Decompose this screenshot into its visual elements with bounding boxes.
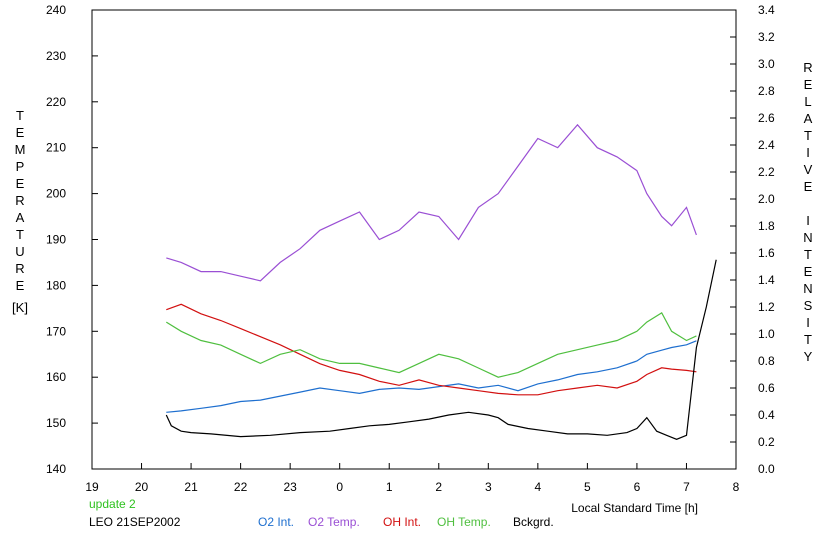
x-tick-label: 8 [733,480,740,494]
right-tick-label: 1.8 [758,219,775,233]
series-lines [165,123,717,440]
series-line-o2-int [166,340,697,413]
right-tick-label: 3.0 [758,57,775,71]
left-tick-label: 160 [46,370,66,384]
axis-label-letter: A [804,111,813,126]
left-tick-label: 230 [46,49,66,63]
x-tick-label: 5 [584,480,591,494]
right-tick-label: 0.6 [758,381,775,395]
update-label: update 2 [89,497,136,511]
left-tick-label: 170 [46,324,66,338]
right-tick-label: 2.4 [758,138,775,152]
right-tick-label: 2.8 [758,84,775,98]
axis-label-letter: M [15,142,26,157]
right-tick-label: 1.4 [758,273,775,287]
right-tick-label: 0.0 [758,462,775,476]
axis-label-letter: I [806,315,810,330]
axis-label-letter: E [16,278,25,293]
right-tick-label: 0.8 [758,354,775,368]
left-tick-label: 210 [46,141,66,155]
axis-label-letter: I [806,145,810,160]
x-axis-label: Local Standard Time [h] [571,501,698,515]
site-date-label: LEO 21SEP2002 [89,515,181,529]
right-tick-label: 0.2 [758,435,775,449]
axis-label-letter: S [804,298,813,313]
axis-label-letter: T [804,247,812,262]
axis-label-letter: E [804,179,813,194]
right-tick-label: 0.4 [758,408,775,422]
axis-label-letter: P [16,159,25,174]
axis-label-letter: T [804,128,812,143]
series-line-o2-temp [166,123,697,282]
axis-label-letter: T [16,108,24,123]
right-tick-label: 1.2 [758,300,775,314]
axis-label-letter: E [16,125,25,140]
axis-label-letter: V [804,162,813,177]
series-line-bckgrd [165,259,717,440]
left-tick-label: 220 [46,95,66,109]
legend-oh-temp: OH Temp. [437,515,491,529]
left-tick-label: 190 [46,233,66,247]
left-tick-label: 150 [46,416,66,430]
axis-label-letter: L [804,94,811,109]
axis-label-letter: Y [804,349,813,364]
axis-label-letter: E [804,77,813,92]
x-tick-label: 1 [386,480,393,494]
right-tick-label: 2.6 [758,111,775,125]
axis-label-letter: E [804,264,813,279]
right-tick-label: 3.2 [758,30,775,44]
x-tick-label: 23 [283,480,297,494]
left-axis-unit: [K] [12,300,28,315]
plot-area [91,9,737,470]
axis-label-letter: I [806,213,810,228]
axis-label-letter: R [803,60,812,75]
x-tick-label: 22 [234,480,248,494]
axis-label-letter: N [803,230,812,245]
x-tick-label: 6 [634,480,641,494]
legend-o2-temp: O2 Temp. [308,515,360,529]
x-tick-label: 4 [535,480,542,494]
legend-oh-int: OH Int. [383,515,422,529]
axis-label-letter: R [15,261,24,276]
right-axis-ticks: 0.0 0.2 0.4 0.6 0.8 1.0 1.2 1.4 1.6 1.8 2.0 2.2 2.4 2… [730,3,775,476]
axis-label-letter: A [16,210,25,225]
x-tick-label: 21 [184,480,198,494]
right-tick-label: 2.0 [758,192,775,206]
axis-label-letter: N [803,281,812,296]
axis-label-letter: E [16,176,25,191]
axis-label-letter: R [15,193,24,208]
x-axis-ticks: 19 20 21 22 23 0 1 2 3 4 5 6 7 8 [85,463,740,494]
x-tick-label: 20 [135,480,149,494]
axis-label-letter: T [804,332,812,347]
x-tick-label: 7 [683,480,690,494]
x-tick-label: 3 [485,480,492,494]
x-tick-label: 19 [85,480,99,494]
series-line-oh-temp [165,312,697,378]
left-tick-label: 240 [46,3,66,17]
legend-o2-int: O2 Int. [258,515,295,529]
left-tick-label: 200 [46,187,66,201]
series-line-oh-int [166,303,697,396]
legend-bckgrd: Bckgrd. [513,515,554,529]
left-tick-label: 180 [46,278,66,292]
right-tick-label: 2.2 [758,165,775,179]
axis-label-letter: T [16,227,24,242]
right-tick-label: 1.6 [758,246,775,260]
x-tick-label: 2 [435,480,442,494]
left-tick-label: 140 [46,462,66,476]
right-tick-label: 3.4 [758,3,775,17]
right-tick-label: 1.0 [758,327,775,341]
axis-label-letter: U [15,244,24,259]
x-tick-label: 0 [336,480,343,494]
left-axis-ticks: 140 150 160 170 180 190 200 210 220 230 240 [46,3,98,476]
